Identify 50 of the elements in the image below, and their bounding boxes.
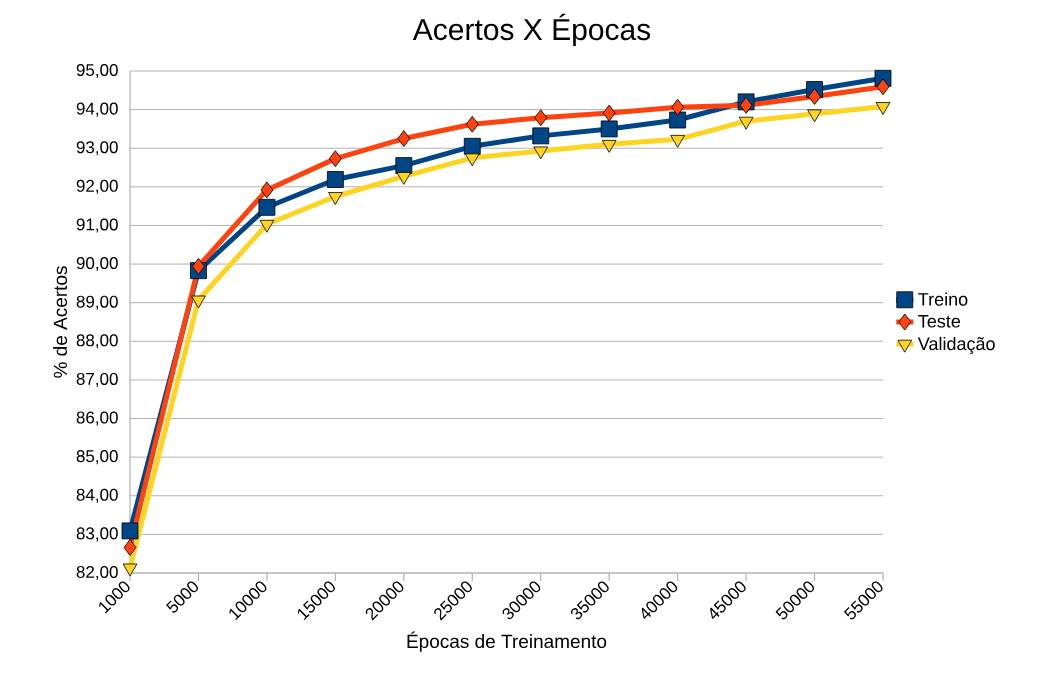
legend-label: Treino	[918, 292, 968, 306]
point	[465, 115, 479, 133]
point	[464, 153, 480, 167]
y-tick-label: 94,00	[76, 102, 118, 117]
point	[601, 139, 617, 153]
point	[807, 109, 822, 123]
point	[328, 150, 342, 168]
point	[671, 98, 685, 116]
point	[875, 102, 891, 115]
y-tick-label: 95,00	[76, 63, 118, 79]
point	[121, 522, 139, 540]
point	[670, 134, 685, 148]
y-tick-label: 84,00	[76, 488, 118, 503]
point	[397, 130, 411, 147]
y-axis-title: % de Acertos	[53, 266, 68, 378]
x-axis-title: Épocas de Treinamento	[407, 631, 607, 652]
point	[533, 146, 549, 160]
point	[534, 109, 548, 127]
point	[396, 172, 412, 185]
point	[260, 181, 274, 199]
point	[258, 198, 276, 216]
point	[808, 88, 821, 105]
point	[532, 127, 550, 145]
point	[192, 257, 205, 275]
point	[463, 137, 481, 155]
point	[259, 219, 275, 233]
point	[328, 192, 343, 205]
point	[123, 539, 137, 556]
y-tick-label: 87,00	[76, 372, 118, 387]
point	[600, 120, 618, 138]
y-tick-label: 88,00	[76, 334, 118, 349]
y-tick-label: 91,00	[76, 218, 118, 233]
y-tick-label: 83,00	[76, 527, 118, 542]
point	[669, 111, 687, 129]
y-tick-label: 82,00	[76, 565, 118, 581]
legend-label: Validação	[917, 336, 995, 354]
y-tick-label: 86,00	[76, 411, 118, 426]
point	[876, 78, 890, 96]
y-tick-label: 93,00	[76, 141, 118, 156]
y-tick-label: 92,00	[76, 179, 118, 194]
legend-label: Teste	[918, 315, 961, 328]
y-tick-label: 89,00	[76, 295, 118, 310]
y-tick-label: 85,00	[76, 450, 118, 465]
point	[191, 295, 206, 309]
point	[326, 171, 344, 188]
point	[602, 104, 616, 122]
point	[122, 563, 138, 577]
point	[738, 116, 754, 130]
y-tick-label: 90,00	[76, 257, 118, 272]
chart-title: Acertos X Épocas	[412, 13, 651, 47]
